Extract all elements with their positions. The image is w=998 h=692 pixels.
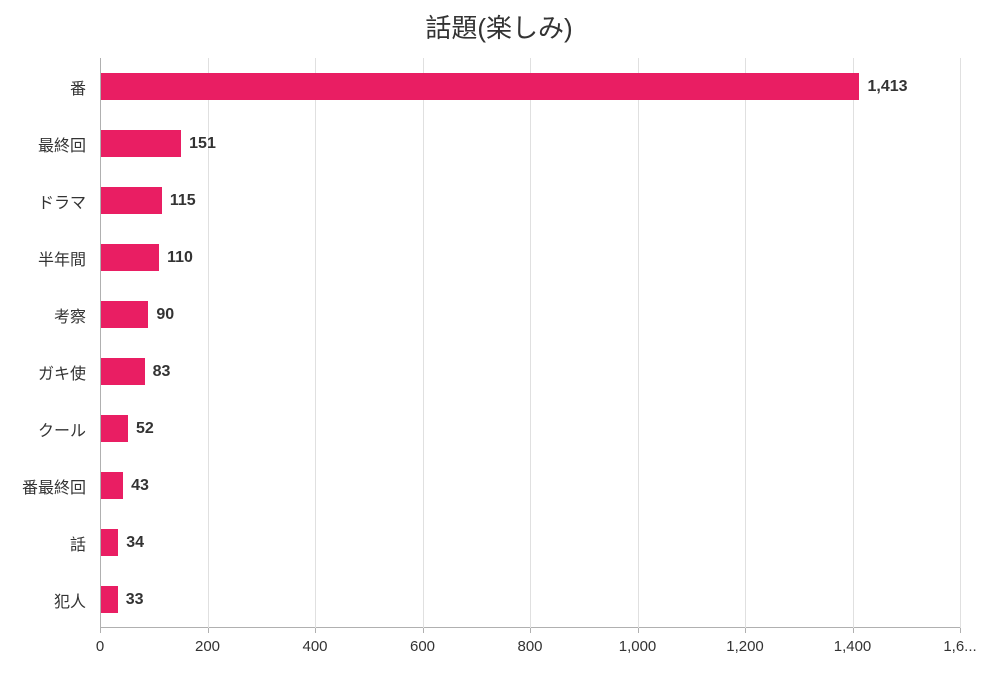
bar-value-label: 151 — [189, 135, 216, 153]
x-tick-label: 1,6... — [943, 638, 976, 655]
x-tick-label: 400 — [302, 638, 327, 655]
x-tick — [853, 628, 854, 633]
bar — [101, 586, 118, 613]
bar-value-label: 1,413 — [867, 78, 907, 96]
bar-value-label: 90 — [156, 306, 174, 324]
bar — [101, 358, 145, 385]
y-category-label: 最終回 — [38, 132, 86, 156]
chart-title: 話題(楽しみ) — [0, 8, 998, 45]
x-tick — [315, 628, 316, 633]
bar — [101, 73, 859, 100]
x-gridline — [423, 58, 424, 628]
x-tick — [100, 628, 101, 633]
bar-value-label: 83 — [153, 363, 171, 381]
x-tick — [530, 628, 531, 633]
bar — [101, 529, 118, 556]
bar-value-label: 52 — [136, 420, 154, 438]
bar-value-label: 33 — [126, 591, 144, 609]
x-tick-label: 200 — [195, 638, 220, 655]
bar-value-label: 110 — [167, 249, 193, 267]
x-gridline — [315, 58, 316, 628]
x-tick — [423, 628, 424, 633]
bar — [101, 472, 123, 499]
y-category-label: ドラマ — [38, 189, 86, 213]
bar-value-label: 34 — [126, 534, 144, 552]
bar-value-label: 43 — [131, 477, 149, 495]
plot-area: 02004006008001,0001,2001,4001,6...番1,413… — [100, 58, 960, 628]
bar — [101, 301, 148, 328]
bar — [101, 415, 128, 442]
bar-value-label: 115 — [170, 192, 196, 210]
x-tick — [745, 628, 746, 633]
x-gridline — [638, 58, 639, 628]
y-category-label: 犯人 — [54, 588, 86, 612]
y-category-label: 話 — [70, 531, 86, 555]
y-category-label: 番最終回 — [22, 474, 86, 498]
y-category-label: 考察 — [54, 303, 86, 327]
y-category-label: ガキ使 — [38, 360, 86, 384]
x-gridline — [745, 58, 746, 628]
x-tick-label: 1,400 — [834, 638, 872, 655]
x-tick-label: 1,200 — [726, 638, 764, 655]
bar — [101, 130, 181, 157]
x-gridline — [853, 58, 854, 628]
bar — [101, 244, 159, 271]
bar — [101, 187, 162, 214]
x-gridline — [960, 58, 961, 628]
x-tick-label: 0 — [96, 638, 104, 655]
x-tick-label: 600 — [410, 638, 435, 655]
x-tick — [960, 628, 961, 633]
x-tick — [638, 628, 639, 633]
y-category-label: クール — [38, 417, 86, 441]
chart-container: 話題(楽しみ) 02004006008001,0001,2001,4001,6.… — [0, 0, 998, 692]
x-tick — [208, 628, 209, 633]
x-gridline — [530, 58, 531, 628]
y-category-label: 番 — [70, 75, 86, 99]
x-tick-label: 800 — [517, 638, 542, 655]
y-category-label: 半年間 — [38, 246, 86, 270]
x-tick-label: 1,000 — [619, 638, 657, 655]
